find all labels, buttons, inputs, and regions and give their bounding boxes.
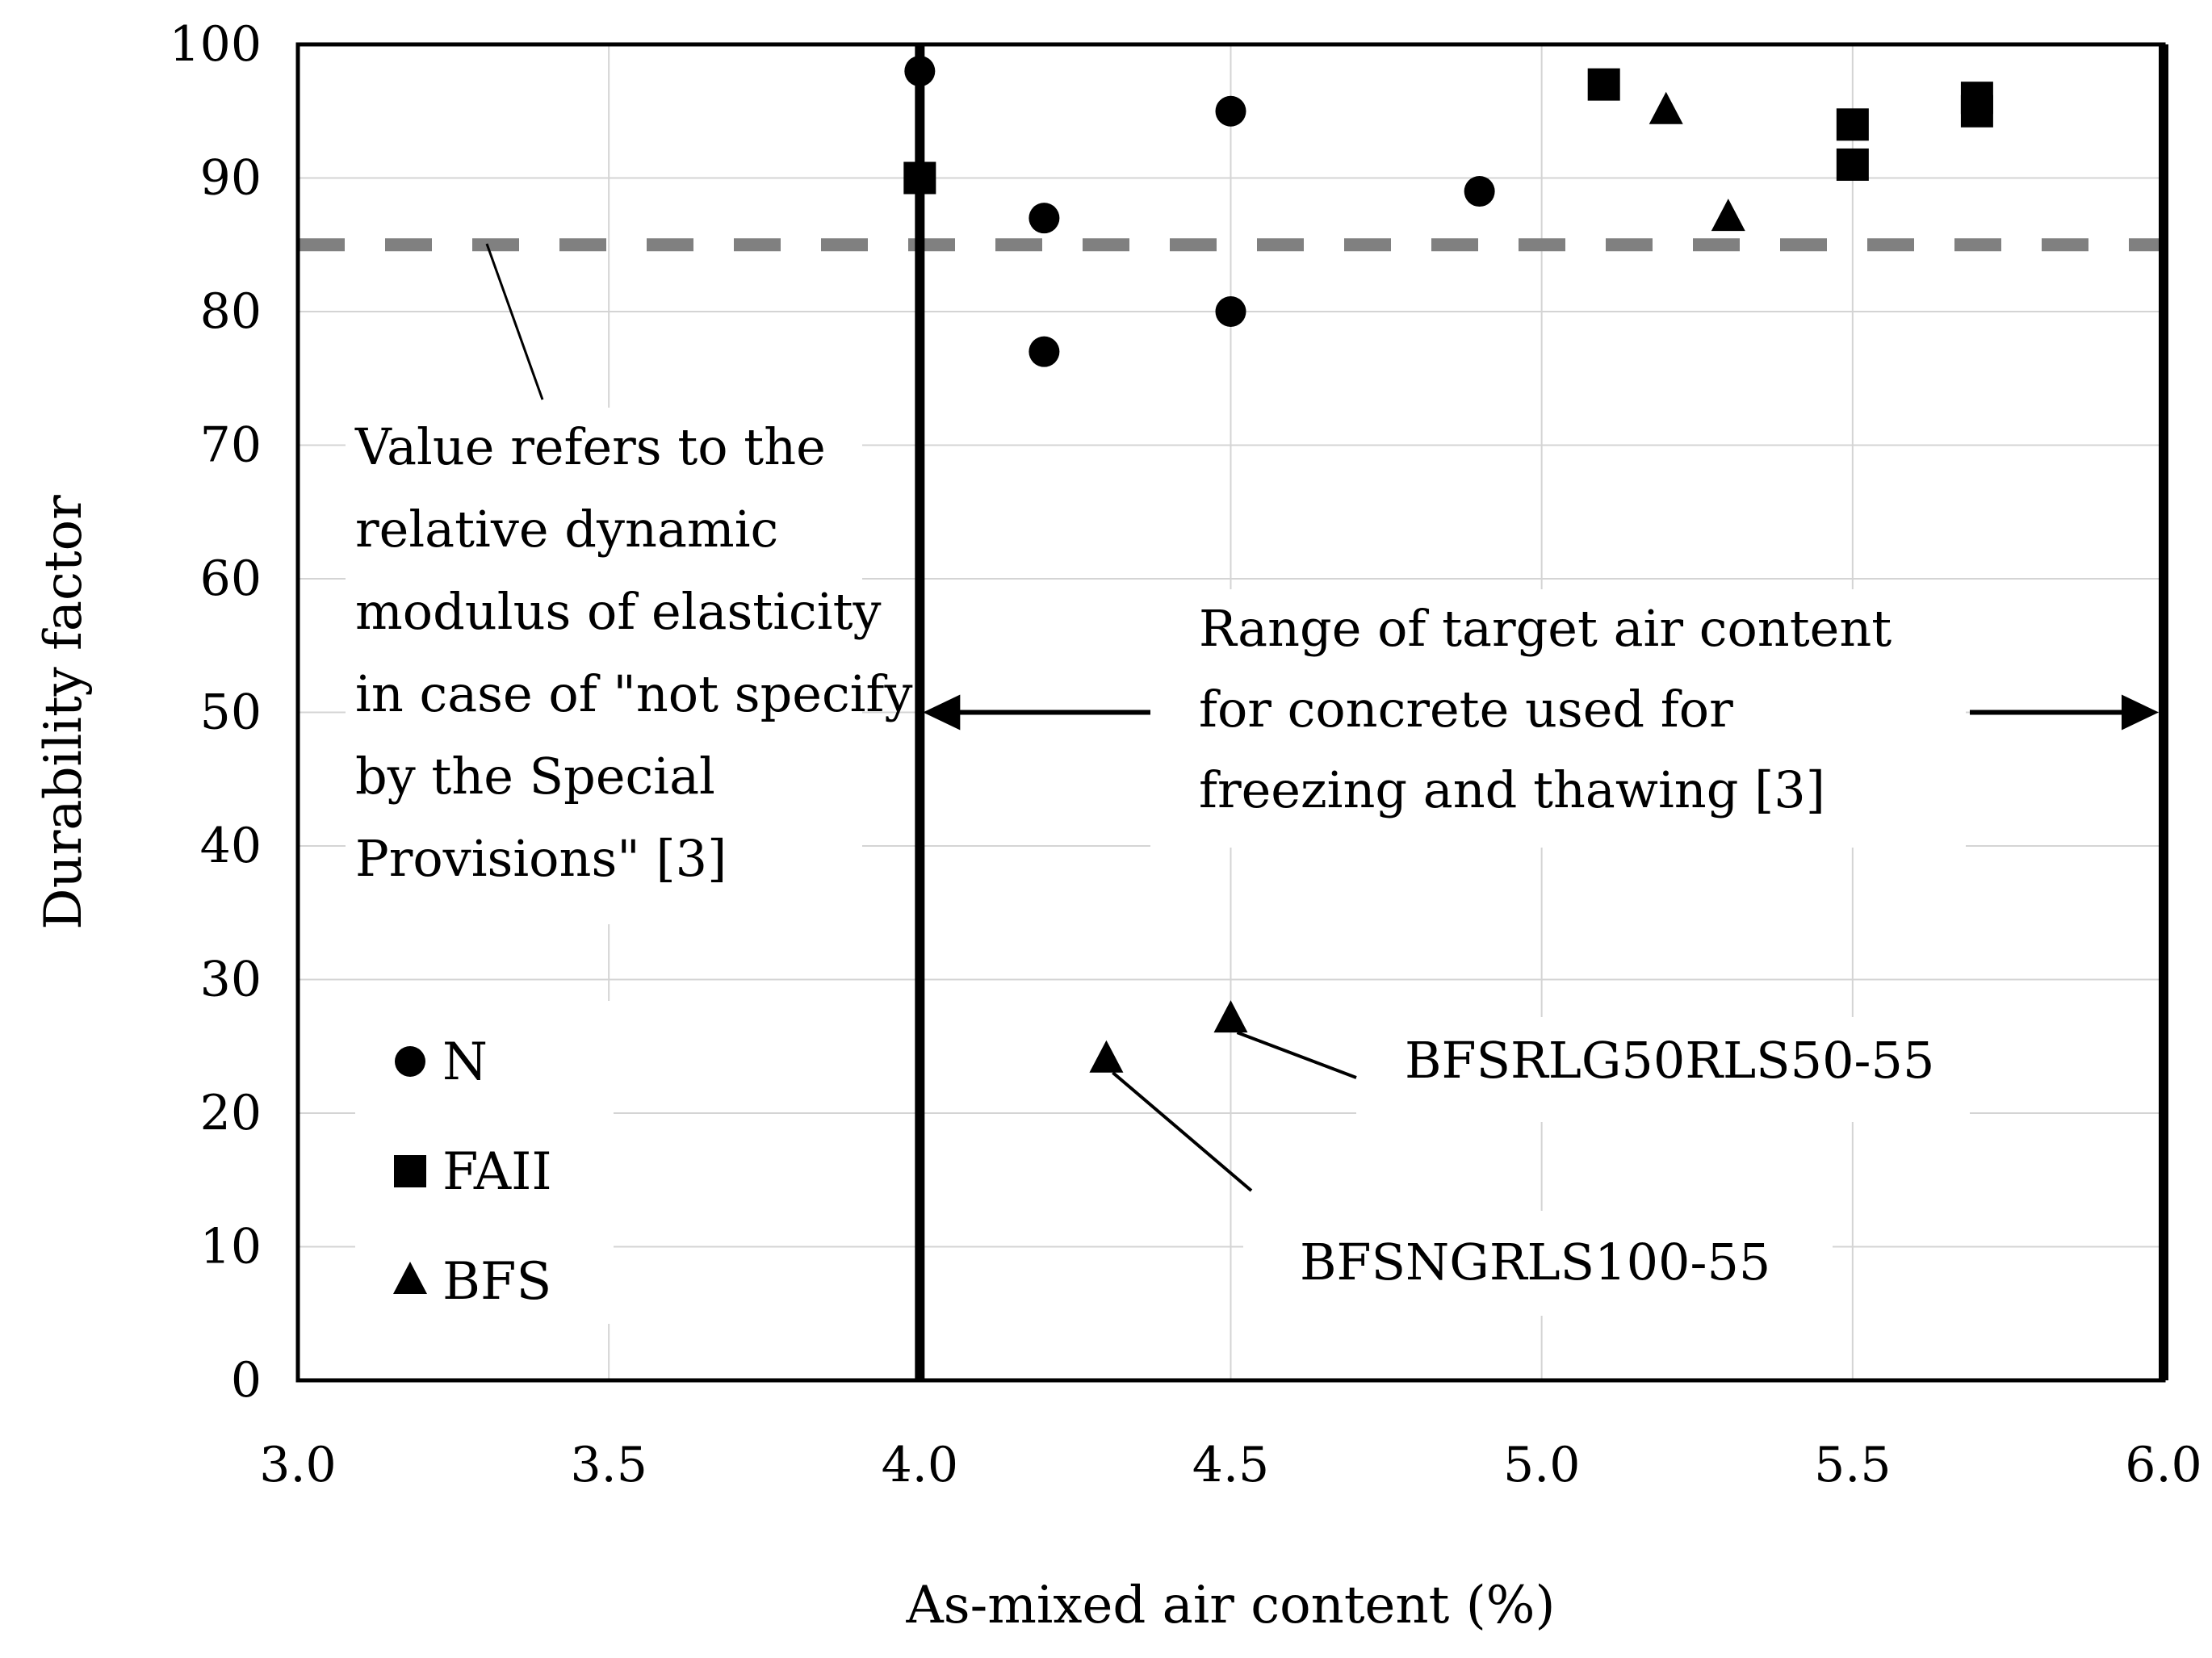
point-faii-2 <box>1836 108 1869 141</box>
point-bfs-3 <box>1089 1040 1124 1073</box>
point-label-2-background <box>1243 1211 1833 1316</box>
x-tick-label-0: 3.0 <box>259 1437 336 1493</box>
reference-note-line-5: Provisions" [3] <box>355 829 727 888</box>
reference-note-line-3: in case of "not specify <box>355 664 912 723</box>
point-faii-5 <box>1960 94 1993 128</box>
point-n-4 <box>1215 296 1246 327</box>
range-note: Range of target air content for concrete … <box>1199 599 1892 819</box>
point-label-leader-0 <box>1236 1031 1357 1079</box>
y-tick-label-3: 30 <box>200 952 262 1008</box>
y-tick-label-6: 60 <box>200 551 262 607</box>
y-tick-label-8: 80 <box>200 283 262 340</box>
reference-note-background <box>346 408 862 924</box>
reference-note-line-1: relative dynamic <box>355 500 778 559</box>
y-tick-label-2: 20 <box>200 1085 262 1141</box>
x-tick-label-1: 3.5 <box>570 1437 647 1493</box>
point-n-5 <box>1464 176 1495 207</box>
reference-note-line-2: modulus of elasticity <box>355 582 882 641</box>
y-tick-label-9: 90 <box>200 150 262 207</box>
y-tick-label-0: 0 <box>231 1352 262 1409</box>
range-arrow-left-head <box>923 694 961 731</box>
legend-marker-faii <box>394 1155 426 1187</box>
legend-label-bfs: BFS <box>442 1252 551 1312</box>
legend-label-n: N <box>442 1032 488 1092</box>
point-labels: BFSRLG50RLS50-55 BFSNGRLS100-55 <box>1112 1031 1934 1292</box>
point-bfs-2 <box>1213 1000 1248 1033</box>
data-points <box>903 56 1993 1073</box>
y-tick-label-1: 10 <box>200 1219 262 1275</box>
x-tick-label-2: 4.0 <box>882 1437 958 1493</box>
y-axis-ticks: 0 10 20 30 40 50 60 70 80 90 100 <box>169 16 262 1409</box>
reference-note-leader <box>485 243 544 400</box>
point-label-1: BFSNGRLS100-55 <box>1300 1233 1770 1292</box>
x-axis-title: As-mixed air content (%) <box>906 1576 1556 1635</box>
range-note-background <box>1150 589 1966 848</box>
x-tick-label-3: 4.5 <box>1192 1437 1269 1493</box>
range-arrow-right-head <box>2122 694 2159 731</box>
point-n-0 <box>904 56 936 87</box>
point-bfs-0 <box>1649 91 1683 124</box>
legend: N FAII BFS <box>393 1032 552 1312</box>
point-faii-0 <box>903 161 936 195</box>
x-tick-label-5: 5.5 <box>1814 1437 1891 1493</box>
range-note-line-2: freezing and thawing [3] <box>1199 760 1825 819</box>
point-n-3 <box>1215 95 1246 127</box>
x-tick-label-6: 6.0 <box>2125 1437 2202 1493</box>
legend-label-faii: FAII <box>442 1142 552 1202</box>
point-label-1-background <box>1356 1017 1970 1122</box>
y-tick-label-5: 50 <box>200 685 262 741</box>
point-bfs-1 <box>1711 199 1745 232</box>
y-axis-title: Durability factor <box>34 495 94 930</box>
y-tick-label-10: 100 <box>169 16 262 73</box>
y-tick-label-7: 70 <box>200 417 262 474</box>
legend-marker-n <box>395 1046 425 1077</box>
point-label-0: BFSRLG50RLS50-55 <box>1405 1031 1934 1090</box>
point-faii-3 <box>1836 148 1869 181</box>
point-n-1 <box>1028 203 1060 234</box>
point-n-2 <box>1028 336 1060 367</box>
range-note-line-1: for concrete used for <box>1199 680 1733 739</box>
x-tick-label-4: 5.0 <box>1503 1437 1580 1493</box>
reference-line-group <box>298 238 2164 400</box>
legend-marker-bfs <box>393 1262 427 1294</box>
x-axis-ticks: 3.0 3.5 4.0 4.5 5.0 5.5 6.0 <box>259 1437 2202 1493</box>
point-label-leader-1 <box>1112 1071 1253 1192</box>
range-note-line-0: Range of target air content <box>1199 599 1892 658</box>
reference-note: Value refers to the relative dynamic modul… <box>354 417 912 888</box>
reference-note-line-0: Value refers to the <box>354 417 826 476</box>
reference-note-line-4: by the Special <box>355 747 715 806</box>
point-faii-1 <box>1587 68 1620 101</box>
plot-area-frame <box>295 42 2166 1383</box>
y-tick-label-4: 40 <box>200 818 262 874</box>
